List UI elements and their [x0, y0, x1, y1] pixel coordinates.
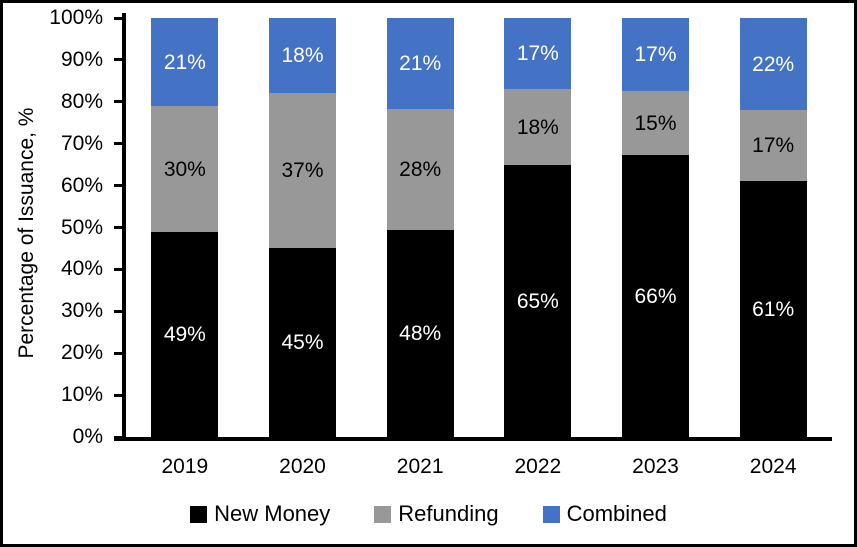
y-tick-label: 60%	[60, 173, 103, 197]
y-tick-label: 70%	[60, 131, 103, 155]
segment-value-label: 45%	[281, 331, 324, 354]
x-axis-line	[114, 437, 832, 441]
segment-value-label: 66%	[634, 284, 677, 308]
segment-value-label: 17%	[634, 43, 677, 66]
segment-combined: 17%	[504, 18, 572, 89]
segment-refunding: 18%	[504, 89, 572, 165]
y-tick-label: 30%	[60, 299, 103, 323]
segment-value-label: 17%	[516, 42, 559, 65]
segment-value-label: 61%	[752, 297, 795, 321]
bar-2022: 65% 18% 17%	[504, 18, 572, 437]
y-tick-label: 10%	[60, 383, 103, 407]
x-tick-label: 2023	[632, 455, 679, 478]
legend-swatch-icon	[542, 505, 560, 523]
y-tick-mark	[114, 351, 122, 355]
segment-value-label: 21%	[163, 50, 206, 74]
x-tick-label: 2022	[514, 455, 562, 478]
y-tick-mark	[114, 226, 122, 229]
segment-combined: 18%	[269, 18, 336, 93]
x-tick-label: 2021	[396, 455, 444, 478]
y-tick-label: 100%	[49, 6, 103, 29]
segment-new-money: 48%	[386, 230, 454, 437]
y-tick-mark	[114, 309, 122, 313]
bar-2020: 45% 37% 18%	[269, 18, 336, 437]
segment-refunding: 30%	[151, 106, 219, 232]
legend-item-combined: Combined	[542, 501, 667, 527]
segment-value-label: 37%	[281, 159, 324, 182]
legend: New Money Refunding Combined	[3, 501, 854, 527]
segment-value-label: 21%	[399, 52, 442, 75]
y-tick-label: 0%	[72, 425, 103, 448]
segment-value-label: 30%	[163, 157, 206, 181]
y-tick-mark	[114, 58, 122, 62]
segment-new-money: 65%	[504, 165, 572, 437]
bar-2024: 61% 17% 22%	[739, 18, 807, 437]
segment-refunding: 15%	[622, 91, 689, 155]
segment-refunding: 17%	[739, 110, 807, 181]
segment-value-label: 18%	[516, 115, 559, 139]
legend-item-refunding: Refunding	[374, 501, 499, 527]
legend-swatch-icon	[374, 505, 392, 523]
segment-value-label: 22%	[752, 52, 795, 76]
y-tick-mark	[114, 100, 122, 104]
x-tick-label: 2019	[161, 455, 209, 478]
segment-value-label: 17%	[752, 134, 795, 157]
y-tick-label: 50%	[60, 215, 103, 239]
y-tick-mark	[114, 267, 122, 271]
segment-combined: 17%	[622, 18, 689, 91]
legend-label: Refunding	[398, 501, 499, 526]
segment-value-label: 15%	[634, 111, 677, 135]
legend-label: Combined	[566, 501, 667, 526]
segment-new-money: 66%	[622, 155, 689, 437]
segment-new-money: 61%	[739, 181, 807, 437]
segment-value-label: 65%	[516, 289, 559, 313]
segment-refunding: 28%	[386, 109, 454, 230]
bar-2021: 48% 28% 21%	[386, 18, 454, 437]
segment-combined: 22%	[739, 18, 807, 110]
bar-2023: 66% 15% 17%	[622, 18, 689, 437]
y-tick-mark	[114, 142, 122, 146]
segment-refunding: 37%	[269, 93, 336, 248]
legend-item-new-money: New Money	[190, 501, 330, 527]
segment-new-money: 49%	[151, 232, 219, 437]
segment-value-label: 28%	[399, 158, 442, 181]
y-axis-line	[122, 13, 126, 441]
segment-value-label: 18%	[281, 44, 324, 67]
y-tick-label: 20%	[60, 341, 103, 365]
x-tick-label: 2024	[749, 455, 797, 478]
legend-swatch-icon	[190, 505, 208, 523]
bar-2019: 49% 30% 21%	[151, 18, 219, 437]
segment-combined: 21%	[151, 18, 219, 106]
x-tick-label: 2020	[279, 455, 326, 478]
segment-combined: 21%	[386, 18, 454, 109]
segment-new-money: 45%	[269, 248, 336, 437]
y-tick-mark	[114, 16, 122, 20]
y-tick-mark	[114, 184, 122, 188]
y-tick-mark	[114, 393, 122, 397]
segment-value-label: 48%	[399, 322, 442, 345]
segment-value-label: 49%	[163, 323, 206, 346]
y-tick-label: 80%	[60, 89, 103, 113]
y-tick-label: 90%	[60, 47, 103, 71]
legend-label: New Money	[214, 501, 331, 526]
y-tick-label: 40%	[60, 257, 103, 281]
